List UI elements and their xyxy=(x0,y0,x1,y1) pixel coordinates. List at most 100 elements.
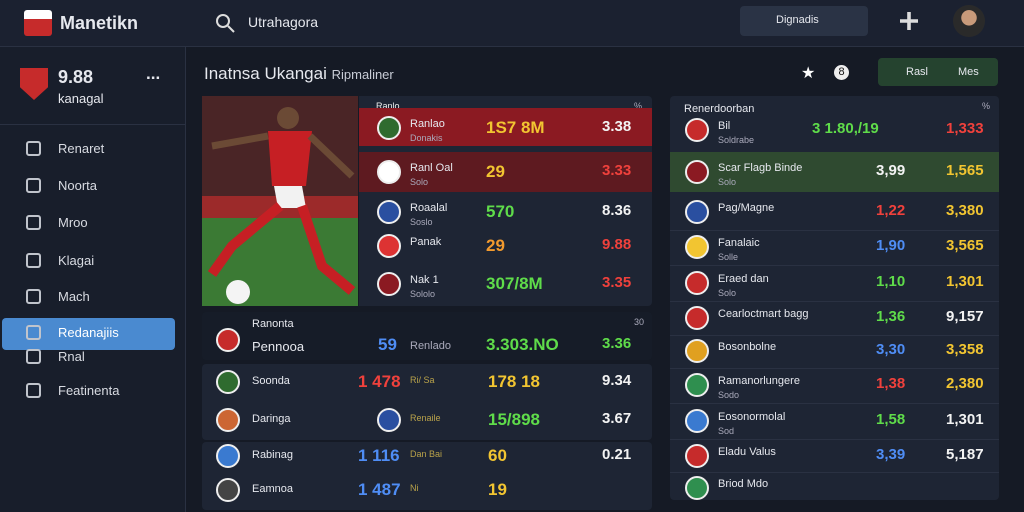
team-sub: Solo xyxy=(410,177,429,187)
odds[interactable]: 1,90 xyxy=(876,237,906,254)
value[interactable]: 3.33 xyxy=(602,162,632,179)
team-icon xyxy=(685,118,709,142)
team-name[interactable]: Pag/Magne xyxy=(718,202,775,214)
odds[interactable]: 15/898 xyxy=(488,410,540,429)
label: Dan Bai xyxy=(410,449,443,459)
value[interactable]: 3,380 xyxy=(946,202,984,219)
label: Ni xyxy=(410,483,419,493)
odds[interactable]: 570 xyxy=(486,202,515,221)
odds[interactable]: 60 xyxy=(488,446,507,465)
value[interactable]: 1,301 xyxy=(946,273,984,290)
team-name[interactable]: Eosonormolal xyxy=(718,411,786,423)
logo[interactable] xyxy=(24,10,52,36)
team-name[interactable]: Fanalaic xyxy=(718,237,760,249)
team-name[interactable]: Eladu Valus xyxy=(718,446,776,458)
value[interactable]: 1,565 xyxy=(946,162,984,179)
team-icon xyxy=(685,306,709,330)
odds[interactable]: 1,36 xyxy=(876,308,906,325)
label: Ri/ Sa xyxy=(410,375,435,385)
panel-corner: % xyxy=(634,101,643,111)
odds[interactable]: 178 18 xyxy=(488,372,540,391)
team-sub: Solo xyxy=(718,288,737,298)
menu-item[interactable]: Rnal xyxy=(58,349,85,364)
row-bg[interactable] xyxy=(359,152,652,192)
team-name: Soonda xyxy=(252,375,290,387)
value[interactable]: 3.36 xyxy=(602,335,632,352)
value[interactable]: 0.21 xyxy=(602,446,632,463)
team-name: Ranonta xyxy=(252,318,294,330)
label: Renaile xyxy=(410,413,441,423)
value[interactable]: 2,380 xyxy=(946,375,984,392)
team-icon xyxy=(685,373,709,397)
team-name[interactable]: Scar Flagb Binde xyxy=(718,162,803,174)
header-button[interactable] xyxy=(740,6,868,36)
menu-item[interactable]: Noorta xyxy=(58,178,98,193)
value[interactable]: 3.38 xyxy=(602,118,632,135)
odds[interactable]: 3,99 xyxy=(876,162,906,179)
bet-button-right: Mes xyxy=(958,66,979,78)
odds[interactable]: 307/8M xyxy=(486,274,543,293)
value[interactable]: 3,358 xyxy=(946,341,984,358)
value[interactable]: 5,187 xyxy=(946,446,984,463)
odds[interactable]: 1,38 xyxy=(876,375,906,392)
odds[interactable]: 1,10 xyxy=(876,273,906,290)
panel-header: Renerdoorban xyxy=(684,103,755,115)
value[interactable]: 3.67 xyxy=(602,410,632,427)
team-icon xyxy=(685,200,709,224)
value[interactable]: 9.88 xyxy=(602,236,632,253)
team-sub: Solo xyxy=(718,177,737,187)
top-bar xyxy=(0,0,1024,47)
value[interactable]: 9.34 xyxy=(602,372,632,389)
value[interactable]: 1,333 xyxy=(946,120,984,137)
odds[interactable]: 1,58 xyxy=(876,411,906,428)
odds[interactable]: 3,39 xyxy=(876,446,906,463)
menu-item[interactable]: Mroo xyxy=(58,215,88,230)
odds[interactable]: 1S7 8M xyxy=(486,118,545,137)
team-name[interactable]: Bosonbolne xyxy=(718,341,777,353)
team-name[interactable]: Ramanorlungere xyxy=(718,375,800,387)
row-bg[interactable] xyxy=(670,152,999,192)
value[interactable]: 1,301 xyxy=(946,411,984,428)
player-photo xyxy=(202,96,358,306)
team-icon xyxy=(685,409,709,433)
lower-panel-a xyxy=(202,364,652,440)
odds[interactable]: 29 xyxy=(486,162,505,181)
odds[interactable]: 3,30 xyxy=(876,341,906,358)
team-name[interactable]: Briod Mdo xyxy=(718,478,769,490)
team-name[interactable]: Cearloctmart bagg xyxy=(718,308,809,320)
team-icon xyxy=(377,116,401,140)
search-icon[interactable] xyxy=(214,12,236,34)
team-name[interactable]: Eraed dan xyxy=(718,273,769,285)
menu-item[interactable]: Featinenta xyxy=(58,383,120,398)
avatar[interactable] xyxy=(953,5,985,37)
value[interactable]: 3.35 xyxy=(602,274,632,291)
sidebar xyxy=(0,47,186,512)
odds[interactable]: 3 1.80,/19 xyxy=(812,120,879,137)
odds[interactable]: 19 xyxy=(488,480,507,499)
team-name[interactable]: Bil xyxy=(718,120,731,132)
odds[interactable]: 3.303.NO xyxy=(486,335,559,354)
team-name: Rabinag xyxy=(252,449,293,461)
team-sub: Pennooa xyxy=(252,339,305,354)
menu-item[interactable]: Mach xyxy=(58,289,90,304)
featured-row xyxy=(202,312,652,360)
star-icon[interactable]: ★ xyxy=(801,65,816,82)
menu-item[interactable]: Redanajiis xyxy=(58,325,119,340)
team-sub: Sodo xyxy=(718,390,740,400)
menu-item[interactable]: Klagai xyxy=(58,253,95,268)
row-bg[interactable] xyxy=(359,108,652,146)
more-button[interactable]: ... xyxy=(146,64,161,83)
bet-button[interactable] xyxy=(878,58,998,86)
value[interactable]: 9,157 xyxy=(946,308,984,325)
value[interactable]: 3,565 xyxy=(946,237,984,254)
page-title: Inatnsa Ukangai Ripmaliner xyxy=(204,64,394,84)
row-divider xyxy=(670,229,999,231)
search-input[interactable]: Utrahagora xyxy=(248,14,319,30)
menu-item[interactable]: Renaret xyxy=(58,141,105,156)
badge[interactable]: 8 xyxy=(834,65,849,80)
odds[interactable]: 29 xyxy=(486,236,505,255)
odds[interactable]: 1,22 xyxy=(876,202,906,219)
value[interactable]: 8.36 xyxy=(602,202,632,219)
team-icon xyxy=(216,370,240,394)
